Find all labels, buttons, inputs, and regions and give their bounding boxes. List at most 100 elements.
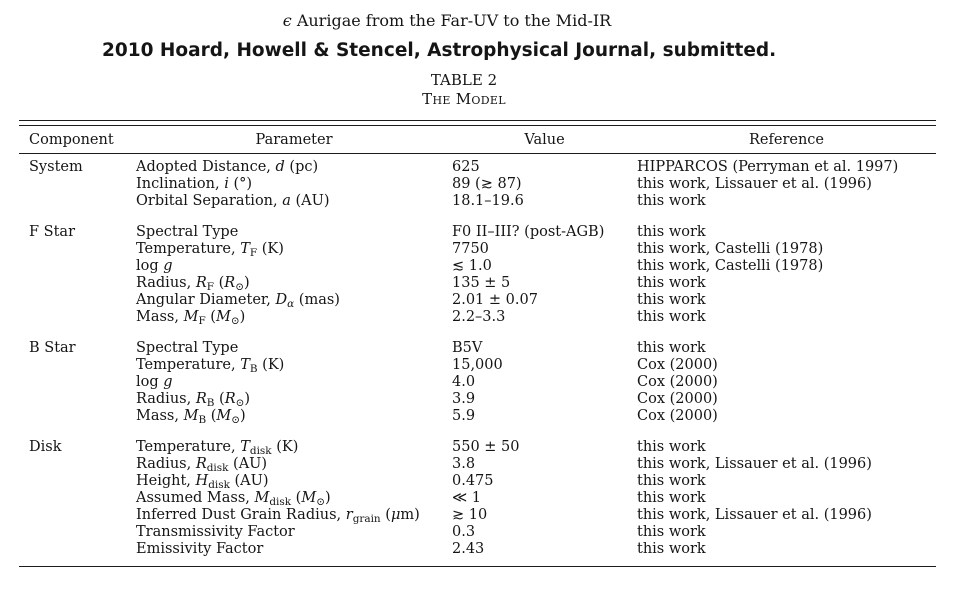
subscript: α xyxy=(287,297,295,310)
table-row: Inclination, i (°) 89 (≳ 87) this work, Li… xyxy=(19,176,936,193)
reference-cell: this work xyxy=(637,340,706,356)
value-cell: 7750 xyxy=(452,241,489,257)
reference-cell: this work xyxy=(637,309,706,325)
parameter-cell: Inclination, i (°) xyxy=(136,176,253,192)
italic-variable: g xyxy=(163,258,173,274)
parameter-cell: log g xyxy=(136,374,173,390)
component-cell: B Star xyxy=(29,340,76,356)
table-caption: The Model xyxy=(422,90,506,108)
italic-variable: μ xyxy=(390,507,401,523)
component-cell xyxy=(19,193,136,210)
parameter-cell: Orbital Separation, a (AU) xyxy=(136,193,330,209)
value-cell: ≲ 1.0 xyxy=(452,258,492,274)
table-row: Emissivity Factor 2.43 this work xyxy=(19,541,936,558)
reference-cell: this work, Castelli (1978) xyxy=(637,258,824,274)
italic-variable: M xyxy=(183,408,199,424)
reference-cell: Cox (2000) xyxy=(637,408,718,424)
italic-variable: T xyxy=(240,241,250,257)
italic-variable: M xyxy=(301,490,317,506)
value-cell: 135 ± 5 xyxy=(452,275,511,291)
value-cell: 550 ± 50 xyxy=(452,439,520,455)
italic-variable: a xyxy=(282,193,291,209)
value-cell: F0 II–III? (post-AGB) xyxy=(452,224,605,240)
component-cell xyxy=(19,258,136,275)
page-title: ϵ Aurigae from the Far-UV to the Mid-IR xyxy=(0,8,894,34)
component-cell: F Star xyxy=(29,224,76,240)
table-section-disk: Disk Temperature, Tdisk (K) 550 ± 50 this w… xyxy=(19,439,936,558)
value-cell: 3.9 xyxy=(452,391,476,407)
reference-cell: HIPPARCOS (Perryman et al. 1997) xyxy=(637,159,899,175)
subscript: disk xyxy=(269,495,292,508)
parameter-cell: Transmissivity Factor xyxy=(136,524,295,540)
parameter-cell: Spectral Type xyxy=(136,224,239,240)
italic-variable: T xyxy=(240,439,250,455)
table-header: Component Parameter Value Reference xyxy=(19,126,936,153)
byline: 2010 Hoard, Howell & Stencel, Astrophysi… xyxy=(102,40,777,61)
parameter-cell: Temperature, TF (K) xyxy=(136,241,284,259)
table-row: Assumed Mass, Mdisk (M⊙) ≪ 1 this work xyxy=(19,490,936,508)
table-header-rule xyxy=(19,153,936,154)
italic-variable: R xyxy=(224,275,236,291)
italic-variable: i xyxy=(224,176,229,192)
table-row: Radius, RB (R⊙) 3.9 Cox (2000) xyxy=(19,391,936,409)
reference-cell: this work xyxy=(637,490,706,506)
italic-variable: d xyxy=(275,159,285,175)
table-row: Temperature, TF (K) 7750 this work, Castel… xyxy=(19,241,936,259)
parameter-cell: Temperature, Tdisk (K) xyxy=(136,439,299,457)
italic-variable: M xyxy=(254,490,270,506)
subscript: ⊙ xyxy=(235,280,244,293)
table-label: TABLE 2 xyxy=(430,71,498,89)
reference-cell: this work, Castelli (1978) xyxy=(637,241,824,257)
table-row: Mass, MF (M⊙) 2.2–3.3 this work xyxy=(19,309,936,327)
subscript: ⊙ xyxy=(235,396,245,409)
italic-variable: H xyxy=(195,473,209,489)
reference-cell: this work xyxy=(637,439,706,455)
italic-variable: r xyxy=(345,507,353,523)
table-row: F Star Spectral Type F0 II–III? (post-AGB)… xyxy=(19,224,936,241)
subscript: B xyxy=(206,396,215,409)
table-bottom-rule xyxy=(19,566,936,567)
subscript: F xyxy=(249,246,258,259)
italic-variable: R xyxy=(195,456,207,472)
parameter-cell: log g xyxy=(136,258,173,274)
reference-cell: Cox (2000) xyxy=(637,391,718,407)
component-cell xyxy=(19,541,136,558)
table-row: log g ≲ 1.0 this work, Castelli (1978) xyxy=(19,258,936,275)
value-cell: 0.3 xyxy=(452,524,476,540)
component-cell xyxy=(19,176,136,193)
value-cell: 2.2–3.3 xyxy=(452,309,506,325)
table-row: Transmissivity Factor 0.3 this work xyxy=(19,524,936,541)
reference-cell: this work, Lissauer et al. (1996) xyxy=(637,176,872,192)
table-row: Temperature, TB (K) 15,000 Cox (2000) xyxy=(19,357,936,375)
column-header-value: Value xyxy=(524,131,565,148)
subscript: grain xyxy=(352,512,381,525)
value-cell: 2.01 ± 0.07 xyxy=(452,292,538,308)
italic-variable: R xyxy=(224,391,236,407)
value-cell: 2.43 xyxy=(452,541,485,557)
reference-cell: Cox (2000) xyxy=(637,357,718,373)
parameter-cell: Adopted Distance, d (pc) xyxy=(136,159,319,175)
table-body: System Adopted Distance, d (pc) 625 HIPPARC… xyxy=(19,159,936,566)
subscript: B xyxy=(249,362,258,375)
value-cell: 3.8 xyxy=(452,456,476,472)
column-header-parameter: Parameter xyxy=(255,131,333,148)
reference-cell: this work xyxy=(637,275,706,291)
value-cell: 5.9 xyxy=(452,408,476,424)
italic-variable: M xyxy=(183,309,199,325)
column-header-component: Component xyxy=(29,131,114,148)
parameter-cell: Spectral Type xyxy=(136,340,239,356)
page-header: ϵ Aurigae from the Far-UV to the Mid-IR … xyxy=(0,0,954,108)
table-section-b-star: B Star Spectral Type B5V this work Temperatu… xyxy=(19,340,936,426)
parameter-cell: Mass, MF (M⊙) xyxy=(136,309,246,327)
parameter-cell: Inferred Dust Grain Radius, rgrain (μm) xyxy=(136,507,420,525)
table-row: Height, Hdisk (AU) 0.475 this work xyxy=(19,473,936,491)
subscript: ⊙ xyxy=(231,413,241,426)
epsilon-symbol: ϵ xyxy=(282,11,292,30)
parameter-cell: Emissivity Factor xyxy=(136,541,264,557)
parameter-cell: Angular Diameter, Dα (mas) xyxy=(136,292,340,310)
subscript: B xyxy=(198,413,207,426)
model-table: Component Parameter Value Reference Syst… xyxy=(19,120,936,567)
table-row: Angular Diameter, Dα (mas) 2.01 ± 0.07 thi… xyxy=(19,292,936,310)
table-row: Disk Temperature, Tdisk (K) 550 ± 50 this w… xyxy=(19,439,936,457)
reference-cell: this work, Lissauer et al. (1996) xyxy=(637,507,872,523)
